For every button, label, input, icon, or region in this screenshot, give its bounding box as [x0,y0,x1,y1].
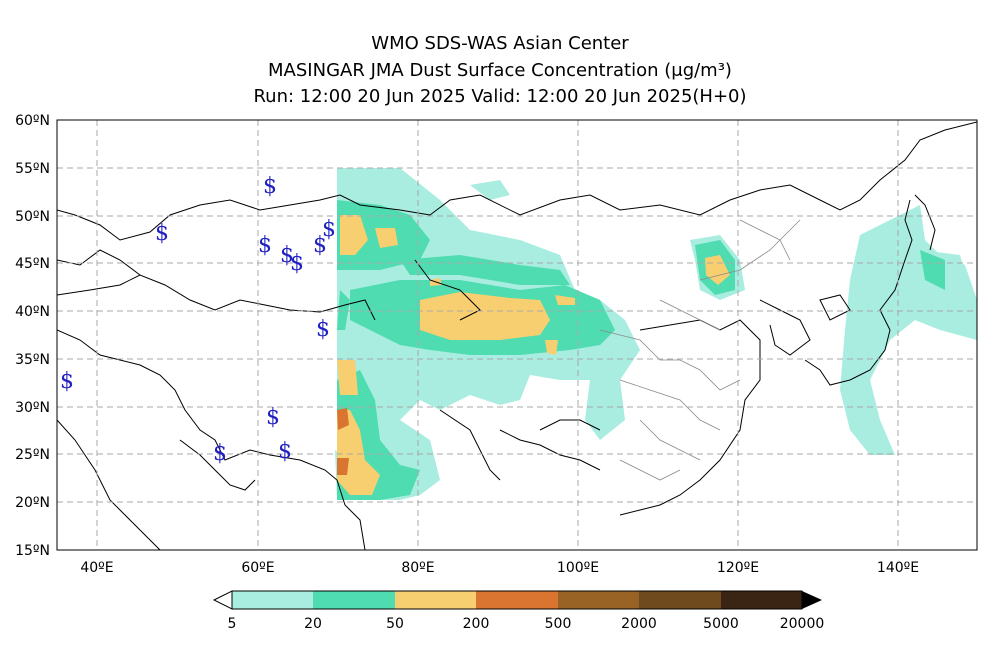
colorbar-swatch-500-2000 [558,591,639,609]
dust-layer-50-200 [337,215,730,495]
lat-tick-label: 60ºN [15,113,50,129]
lon-tick-label: 120ºE [717,560,759,576]
lon-tick-label: 100ºE [557,560,599,576]
lat-tick-label: 35ºN [15,352,50,368]
station-marker: $ [60,369,74,394]
colorbar-label: 50 [386,616,404,632]
station-marker: $ [278,439,292,464]
dust-layer-200-500 [337,408,349,475]
province-lines [599,219,801,481]
lat-tick-label: 55ºN [15,161,50,177]
lat-tick-label: 20ºN [15,495,50,511]
station-marker: $ [313,233,327,258]
colorbar-swatch-20-50 [313,591,395,609]
station-marker: $ [322,217,336,242]
lat-tick-label: 40ºN [15,304,50,320]
title-line-3: Run: 12:00 20 Jun 2025 Valid: 12:00 20 J… [253,86,747,107]
colorbar-left-arrow [212,590,233,610]
colorbar-swatch-50-200 [395,591,476,609]
colorbar-swatch-5-20 [232,591,313,609]
station-marker: $ [290,251,304,276]
station-marker: $ [263,174,277,199]
lat-tick-label: 25ºN [15,447,50,463]
colorbar-label: 20000 [780,616,825,632]
station-marker: $ [280,243,294,268]
station-markers: $ $ $ $ $ $ $ $ $ $ $ $ [60,174,336,466]
colorbar-label: 500 [545,616,572,632]
colorbar: 5 20 50 200 500 2000 5000 20000 [212,590,825,632]
lon-tick-label: 40ºE [80,560,113,576]
lon-tick-label: 140ºE [877,560,919,576]
lat-tick-label: 30ºN [15,400,50,416]
lon-tick-labels: 40ºE 60ºE 80ºE 100ºE 120ºE 140ºE [80,560,919,576]
colorbar-swatch-2000-5000 [639,591,721,609]
lat-tick-label: 15ºN [15,543,50,559]
colorbar-label: 5000 [703,616,739,632]
colorbar-swatch-5000-20000 [721,591,802,609]
colorbar-swatch-200-500 [476,591,558,609]
colorbar-border [231,590,803,610]
station-marker: $ [213,441,227,466]
colorbar-right-arrow [802,591,822,609]
lat-tick-label: 45ºN [15,256,50,272]
station-marker: $ [155,221,169,246]
station-marker: $ [316,317,330,342]
station-marker: $ [258,233,272,258]
title-line-2: MASINGAR JMA Dust Surface Concentration … [268,60,732,81]
lat-tick-label: 50ºN [15,209,50,225]
colorbar-label: 2000 [621,616,657,632]
lat-tick-labels: 15ºN 20ºN 25ºN 30ºN 35ºN 40ºN 45ºN 50ºN … [15,113,50,559]
station-marker: $ [266,405,280,430]
title-line-1: WMO SDS-WAS Asian Center [371,33,629,54]
colorbar-label: 20 [304,616,322,632]
map-frame [56,119,978,551]
colorbar-label: 200 [463,616,490,632]
lon-tick-label: 60ºE [241,560,274,576]
colorbar-label: 5 [228,616,237,632]
grid-lines [57,120,977,550]
coastlines [57,121,977,550]
lon-tick-label: 80ºE [401,560,434,576]
